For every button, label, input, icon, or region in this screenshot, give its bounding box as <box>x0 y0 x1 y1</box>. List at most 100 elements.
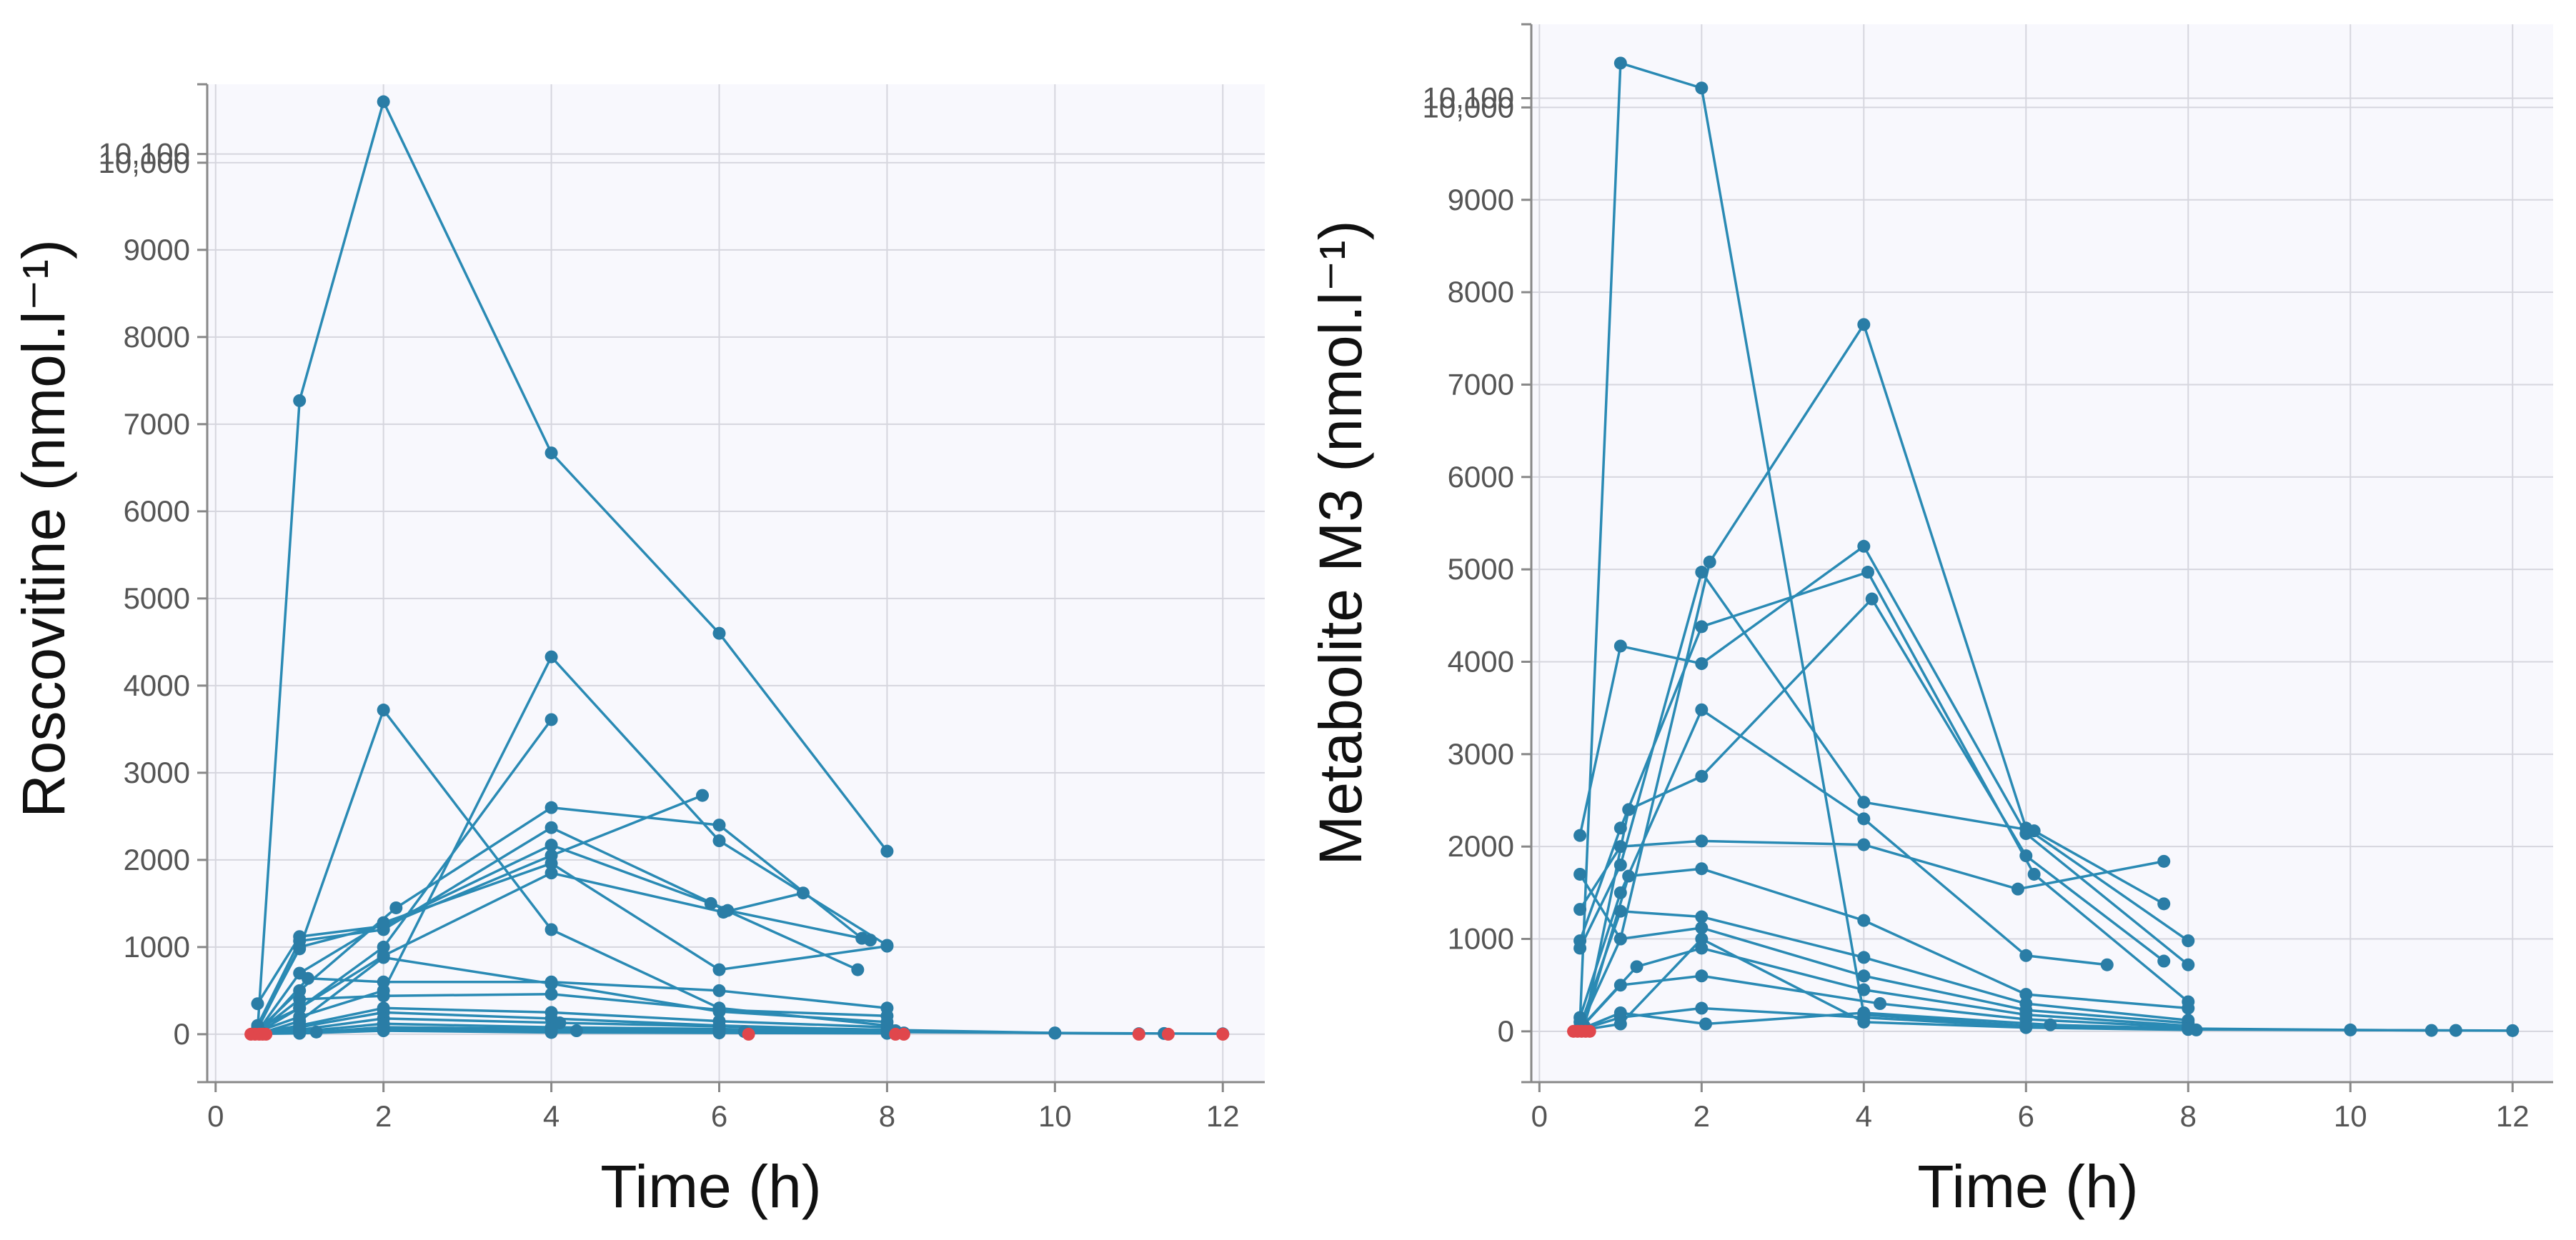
chart-0-point-s1-2[interactable] <box>377 95 390 109</box>
chart-0-point-s9-3[interactable] <box>544 866 558 880</box>
chart-0-point-s6-2[interactable] <box>389 901 403 914</box>
chart-0-point-s9-4[interactable] <box>717 906 730 919</box>
chart-1-point-s8-3[interactable] <box>1865 592 1879 606</box>
chart-1-point-s7-5[interactable] <box>2100 958 2114 971</box>
chart-0-point-s4-3[interactable] <box>544 713 558 726</box>
chart-0-point-s12-1[interactable] <box>301 971 314 985</box>
chart-1-point-s16-4[interactable] <box>2019 1021 2033 1034</box>
chart-1-point-s8-4[interactable] <box>2019 849 2033 863</box>
chart-1-point-s16-3[interactable] <box>1857 1015 1871 1029</box>
chart-1-point-s9-5[interactable] <box>2182 1001 2195 1015</box>
chart-1-point-s2-3[interactable] <box>1857 318 1871 331</box>
chart-1-point-s9-4[interactable] <box>2019 988 2033 1001</box>
chart-1-point-s3-5[interactable] <box>2182 958 2195 971</box>
chart-0-blq-point-10[interactable] <box>1216 1027 1230 1041</box>
chart-0-point-s3-3[interactable] <box>544 650 558 664</box>
chart-1-point-s12-2[interactable] <box>1695 941 1709 955</box>
chart-1-point-s13-2[interactable] <box>1695 969 1709 983</box>
chart-0-blq-point-7[interactable] <box>897 1027 910 1041</box>
chart-1-point-s3-3[interactable] <box>1857 539 1871 553</box>
chart-0-point-s5-4[interactable] <box>696 789 710 802</box>
chart-0-point-s12-2[interactable] <box>377 975 390 989</box>
chart-1-blq-point-4[interactable] <box>1583 1024 1596 1038</box>
chart-0-point-s20-3[interactable] <box>544 1026 558 1039</box>
chart-1-point-s7-4[interactable] <box>2019 949 2033 962</box>
chart-1-point-s10-1[interactable] <box>1613 904 1627 918</box>
chart-0-point-s10-2[interactable] <box>377 916 390 929</box>
chart-1-point-s2-0[interactable] <box>1573 867 1587 881</box>
chart-1-point-s10-2[interactable] <box>1695 910 1709 924</box>
chart-1-point-s13-1[interactable] <box>1613 979 1627 992</box>
chart-0-point-s13-1[interactable] <box>293 993 307 1006</box>
chart-1-point-s8-2[interactable] <box>1695 769 1709 783</box>
chart-1-point-s7-2[interactable] <box>1695 703 1709 716</box>
chart-0-point-s8-5[interactable] <box>863 934 877 947</box>
chart-1-point-s5-4[interactable] <box>2027 867 2041 881</box>
chart-0-point-s7-3[interactable] <box>544 839 558 852</box>
chart-1-point-s14-6[interactable] <box>2344 1023 2357 1036</box>
chart-0-point-s17-6[interactable] <box>1048 1026 1062 1040</box>
chart-1-point-s6-3[interactable] <box>1857 838 1871 851</box>
chart-1-point-s5-1[interactable] <box>1613 821 1627 835</box>
chart-1-point-s1-1[interactable] <box>1613 56 1627 70</box>
chart-1-point-s12-1[interactable] <box>1630 960 1643 974</box>
chart-1-point-s11-2[interactable] <box>1695 921 1709 934</box>
chart-1-point-s4-1[interactable] <box>1613 859 1627 872</box>
chart-1-point-s12-3[interactable] <box>1857 983 1871 996</box>
chart-1-point-s16-1[interactable] <box>1613 1017 1627 1031</box>
chart-0-point-s10-3[interactable] <box>544 856 558 870</box>
chart-0-point-s20-2[interactable] <box>377 1024 390 1038</box>
chart-0-point-s8-3[interactable] <box>544 821 558 834</box>
chart-1-point-s5-2[interactable] <box>1695 620 1709 634</box>
chart-0-point-s8-1[interactable] <box>293 934 307 948</box>
chart-1-point-s3-0[interactable] <box>1573 829 1587 842</box>
chart-0-point-s20-4[interactable] <box>712 1026 726 1040</box>
chart-0-point-s1-5[interactable] <box>880 844 894 858</box>
chart-1-point-s6-1[interactable] <box>1613 840 1627 854</box>
chart-0-point-s1-4[interactable] <box>712 626 726 640</box>
chart-1-point-s16-2[interactable] <box>1695 932 1709 946</box>
chart-0-point-s7-4[interactable] <box>704 896 717 910</box>
chart-0-point-s3-4[interactable] <box>712 834 726 848</box>
chart-0-point-s6-3[interactable] <box>544 801 558 814</box>
chart-0-point-s12-3[interactable] <box>544 975 558 989</box>
chart-0-point-s7-5[interactable] <box>851 963 865 976</box>
chart-0-point-s19-3[interactable] <box>570 1024 583 1038</box>
chart-1-point-s8-1[interactable] <box>1622 803 1636 816</box>
chart-0-point-s13-5[interactable] <box>880 1009 894 1023</box>
chart-0-point-s2-3[interactable] <box>544 923 558 936</box>
chart-0-point-s12-4[interactable] <box>712 984 726 997</box>
chart-1-point-s1-2[interactable] <box>1695 81 1709 95</box>
chart-1-point-s7-1[interactable] <box>1613 886 1627 899</box>
chart-1-point-s15-7[interactable] <box>2506 1024 2520 1037</box>
chart-1-point-s6-4[interactable] <box>2011 882 2024 896</box>
chart-1-point-s9-1[interactable] <box>1622 869 1636 883</box>
chart-0-point-s6-4[interactable] <box>712 819 726 832</box>
chart-1-point-s5-0[interactable] <box>1573 934 1587 948</box>
chart-1-point-s8-5[interactable] <box>2157 954 2171 968</box>
chart-0-point-s9-5[interactable] <box>796 886 810 900</box>
chart-1-point-s14-2[interactable] <box>1699 1017 1713 1031</box>
chart-1-point-s11-1[interactable] <box>1613 932 1627 946</box>
chart-1-point-s11-3[interactable] <box>1857 969 1871 983</box>
chart-1-point-s13-3[interactable] <box>1874 997 1887 1011</box>
chart-0-point-s1-3[interactable] <box>544 446 558 460</box>
chart-0-blq-point-8[interactable] <box>1132 1027 1145 1041</box>
chart-0-point-s13-4[interactable] <box>712 1003 726 1016</box>
chart-0-point-s10-4[interactable] <box>712 963 726 976</box>
chart-1-point-s9-2[interactable] <box>1695 862 1709 876</box>
chart-1-point-s2-5[interactable] <box>2182 934 2195 948</box>
chart-1-point-s14-7[interactable] <box>2425 1024 2438 1037</box>
chart-1-point-s4-5[interactable] <box>2157 897 2171 911</box>
chart-0-point-s18-1[interactable] <box>309 1025 323 1039</box>
chart-1-point-s3-1[interactable] <box>1613 639 1627 653</box>
chart-1-point-s4-2[interactable] <box>1695 566 1709 579</box>
chart-0-point-s1-1[interactable] <box>293 394 307 407</box>
chart-1-point-s7-3[interactable] <box>1857 812 1871 826</box>
chart-0-point-s5-0[interactable] <box>251 997 264 1011</box>
chart-1-point-s16-5[interactable] <box>2189 1023 2203 1036</box>
chart-1-point-s4-3[interactable] <box>1857 796 1871 809</box>
chart-0-blq-point-5[interactable] <box>742 1027 755 1041</box>
chart-1-point-s6-2[interactable] <box>1695 834 1709 848</box>
chart-1-point-s3-2[interactable] <box>1695 657 1709 671</box>
